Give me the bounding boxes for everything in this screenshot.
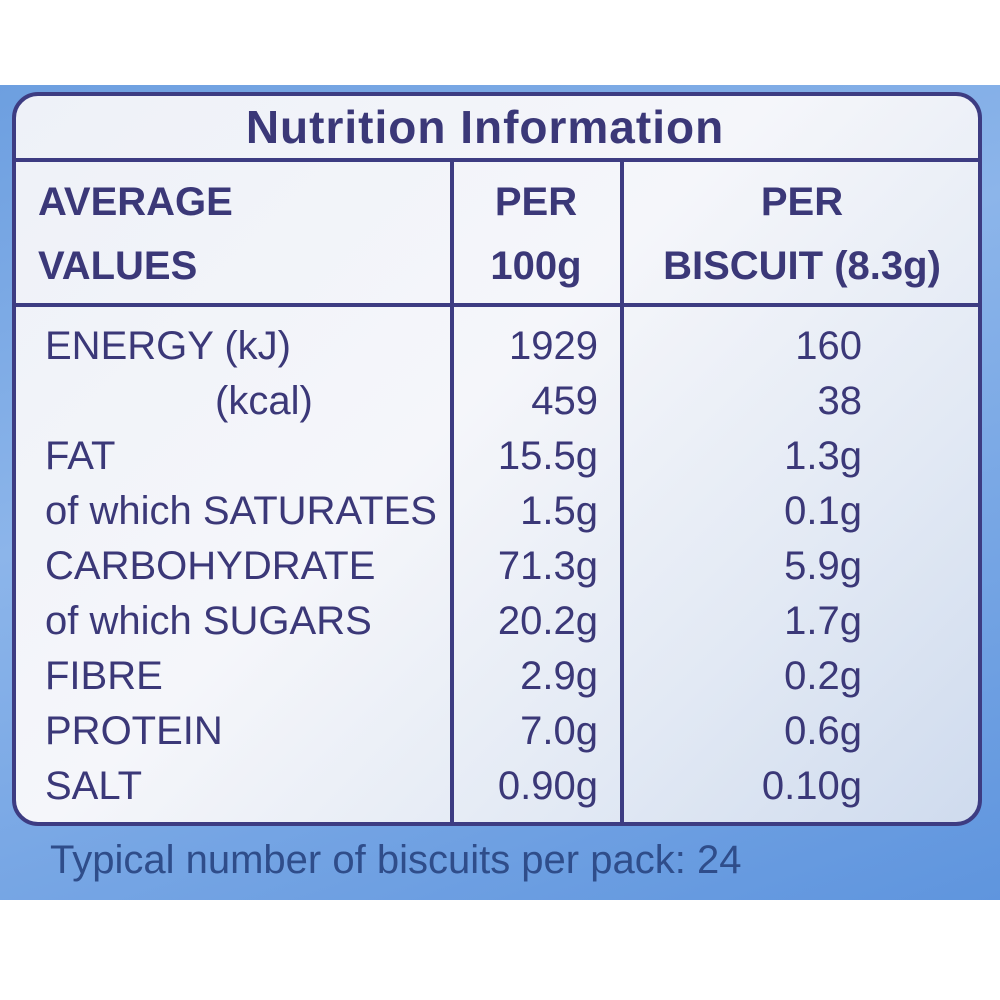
row-value: 15.5g	[497, 434, 598, 478]
nutrition-panel	[12, 92, 982, 826]
divider	[14, 158, 980, 162]
row-value: 0.90g	[497, 764, 598, 808]
row-value: 0.6g	[784, 709, 862, 753]
divider	[450, 160, 454, 824]
row-label: CARBOHYDRATE	[45, 544, 376, 588]
row-value: 2.9g	[520, 654, 598, 698]
row-label: FIBRE	[45, 654, 163, 698]
row-value: 459	[531, 379, 598, 423]
row-value: 1.5g	[520, 489, 598, 533]
row-value: 71.3g	[497, 544, 598, 588]
row-value: 7.0g	[520, 709, 598, 753]
row-label: (kcal)	[215, 379, 313, 423]
header-cell: BISCUIT (8.3g)	[663, 244, 941, 288]
row-value: 1.7g	[784, 599, 862, 643]
row-value: 38	[817, 379, 863, 423]
header-cell: PER	[760, 180, 844, 224]
row-label: of which SATURATES	[45, 489, 437, 533]
row-value: 160	[795, 324, 862, 368]
header-cell: AVERAGE	[38, 180, 233, 224]
footer: Typical number of biscuits per pack: 24	[50, 838, 742, 882]
header-cell: VALUES	[38, 244, 198, 288]
row-label: ENERGY (kJ)	[45, 324, 291, 368]
title: Nutrition Information	[245, 101, 725, 153]
row-label: PROTEIN	[45, 709, 223, 753]
row-value: 1.3g	[784, 434, 862, 478]
row-value: 1929	[509, 324, 598, 368]
divider	[620, 160, 624, 824]
divider	[14, 303, 980, 307]
row-label: FAT	[45, 434, 116, 478]
row-label: of which SUGARS	[45, 599, 372, 643]
row-value: 0.10g	[761, 764, 862, 808]
header-cell: 100g	[490, 244, 582, 288]
row-value: 0.2g	[784, 654, 862, 698]
header-cell: PER	[494, 180, 578, 224]
row-value: 20.2g	[497, 599, 598, 643]
row-value: 5.9g	[784, 544, 862, 588]
row-value: 0.1g	[784, 489, 862, 533]
row-label: SALT	[45, 764, 143, 808]
